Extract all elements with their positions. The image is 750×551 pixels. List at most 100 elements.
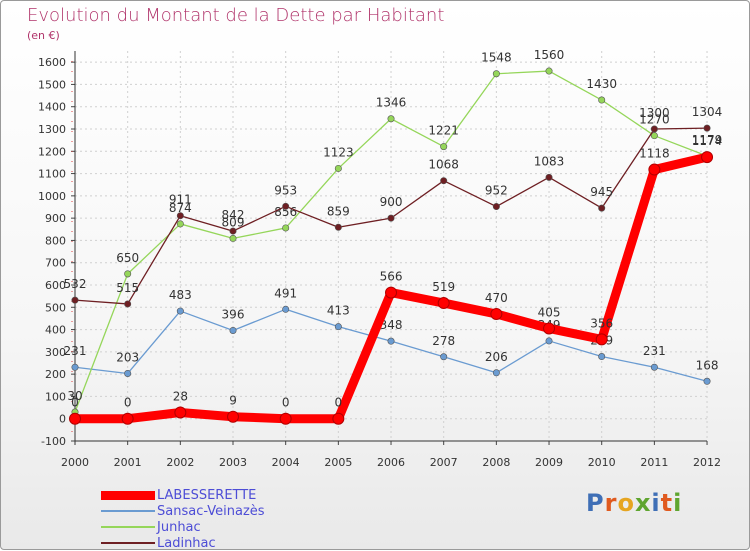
- x-tick-label: 2002: [166, 456, 194, 469]
- data-label: 1300: [639, 106, 670, 120]
- data-label: 900: [380, 195, 403, 209]
- data-point: [282, 305, 290, 313]
- data-point: [437, 297, 450, 310]
- x-tick-label: 2008: [482, 456, 510, 469]
- data-point: [282, 202, 290, 210]
- data-point: [334, 223, 342, 231]
- x-tick-label: 2009: [535, 456, 563, 469]
- data-label: 874: [169, 201, 192, 215]
- data-label: 953: [274, 183, 297, 197]
- x-tick-label: 2004: [272, 456, 300, 469]
- y-tick-label: -100: [41, 435, 66, 448]
- data-point: [440, 353, 448, 361]
- x-tick-label: 2005: [324, 456, 352, 469]
- data-point: [703, 377, 711, 385]
- data-point: [598, 353, 606, 361]
- x-tick-label: 2006: [377, 456, 405, 469]
- y-tick-label: 500: [45, 301, 66, 314]
- y-tick-label: 100: [45, 390, 66, 403]
- data-point: [598, 96, 606, 104]
- data-label: 1118: [639, 147, 670, 161]
- data-point: [385, 286, 398, 299]
- data-label: 566: [380, 270, 403, 284]
- data-point: [387, 214, 395, 222]
- data-label: 405: [538, 305, 561, 319]
- data-label: 0: [71, 396, 79, 410]
- logo-letter: i: [673, 489, 683, 517]
- y-tick-label: 600: [45, 279, 66, 292]
- data-label: 1430: [586, 77, 617, 91]
- data-point: [387, 115, 395, 123]
- data-label: 203: [116, 350, 139, 364]
- data-label: 28: [173, 389, 188, 403]
- chart-title: Evolution du Montant de la Dette par Hab…: [27, 5, 445, 26]
- data-point: [595, 333, 608, 346]
- legend-item: Junhac: [101, 519, 265, 535]
- data-label: 842: [222, 208, 245, 222]
- data-label: 356: [590, 316, 613, 330]
- data-label: 278: [432, 334, 455, 348]
- legend-label: Sansac-Veinazès: [157, 503, 265, 519]
- data-point: [71, 363, 79, 371]
- data-label: 1068: [428, 158, 459, 172]
- data-point: [650, 363, 658, 371]
- data-label: 206: [485, 350, 508, 364]
- data-point: [492, 203, 500, 211]
- data-label: 1083: [534, 154, 565, 168]
- data-label: 168: [696, 358, 719, 372]
- data-label: 491: [274, 286, 297, 300]
- data-label: 952: [485, 184, 508, 198]
- logo-letter: x: [634, 489, 652, 517]
- logo-letter: P: [586, 489, 605, 517]
- y-tick-label: 700: [45, 257, 66, 270]
- data-point: [701, 151, 714, 164]
- data-label: 1346: [376, 96, 407, 110]
- data-point: [543, 322, 556, 335]
- data-label: 0: [124, 396, 132, 410]
- data-label: 231: [64, 344, 87, 358]
- proxiti-logo: Proxiti: [586, 489, 682, 517]
- data-point: [545, 337, 553, 345]
- legend-swatch: [101, 526, 155, 528]
- data-label: 0: [335, 396, 343, 410]
- x-tick-label: 2007: [430, 456, 458, 469]
- data-label: 396: [222, 307, 245, 321]
- y-tick-label: 1200: [38, 145, 66, 158]
- y-tick-label: 0: [59, 413, 66, 426]
- legend-swatch: [101, 542, 155, 544]
- legend-swatch: [101, 490, 155, 500]
- logo-letter: t: [660, 489, 674, 517]
- data-label: 30: [67, 389, 82, 403]
- data-label: 809: [222, 215, 245, 229]
- data-label: 1304: [692, 105, 723, 119]
- data-label: 1179: [692, 133, 723, 147]
- data-point: [598, 204, 606, 212]
- x-tick-label: 2001: [114, 456, 142, 469]
- data-point: [176, 307, 184, 315]
- data-point: [440, 177, 448, 185]
- data-point: [279, 412, 292, 425]
- logo-letter: o: [617, 489, 635, 517]
- y-tick-label: 1100: [38, 168, 66, 181]
- data-point: [334, 323, 342, 331]
- y-tick-label: 1000: [38, 190, 66, 203]
- data-label: 1174: [692, 134, 723, 148]
- y-tick-label: 1600: [38, 56, 66, 69]
- data-point: [490, 307, 503, 320]
- data-point: [545, 173, 553, 181]
- data-point: [71, 296, 79, 304]
- y-tick-label: 800: [45, 234, 66, 247]
- data-label: 470: [485, 291, 508, 305]
- data-point: [334, 164, 342, 172]
- data-label: 1221: [428, 124, 459, 138]
- data-label: 9: [229, 394, 237, 408]
- y-tick-label: 1500: [38, 78, 66, 91]
- data-label: 413: [327, 304, 350, 318]
- data-point: [545, 67, 553, 75]
- x-tick-label: 2010: [588, 456, 616, 469]
- data-point: [650, 125, 658, 133]
- data-point: [229, 326, 237, 334]
- data-label: 483: [169, 288, 192, 302]
